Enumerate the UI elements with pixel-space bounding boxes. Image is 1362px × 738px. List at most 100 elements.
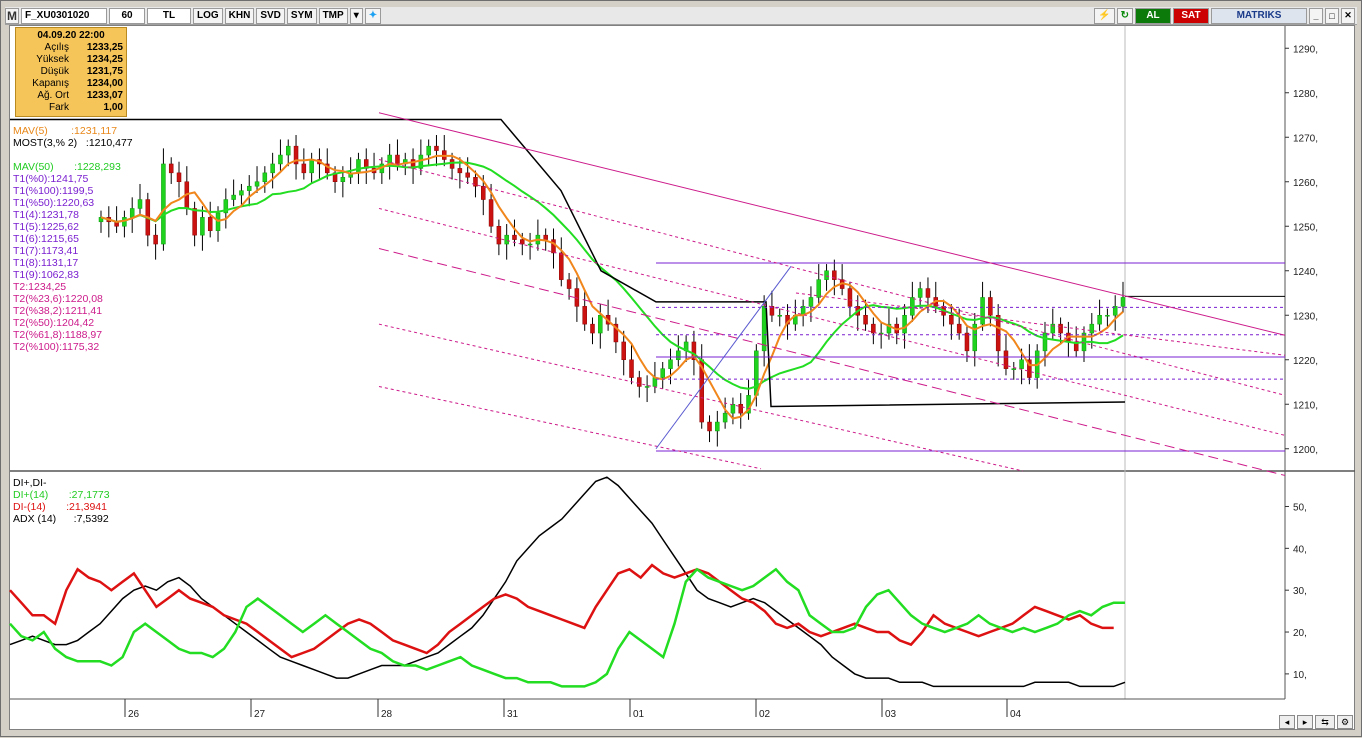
candle <box>465 172 470 178</box>
di-y-tick-label: 40, <box>1293 544 1307 555</box>
candle <box>1073 341 1079 352</box>
maximize-icon[interactable]: □ <box>1325 7 1339 24</box>
tmp-button[interactable]: TMP <box>318 7 348 24</box>
candle <box>1105 315 1110 317</box>
candle <box>668 359 673 369</box>
candle <box>239 190 244 196</box>
symbol-selector[interactable]: F_XU0301020 <box>21 7 107 24</box>
symbol-text: F_XU0301020 <box>25 10 90 21</box>
info-key: Kapanış <box>32 78 69 89</box>
settings-icon[interactable]: ⚙ <box>1337 715 1353 729</box>
svd-button[interactable]: SVD <box>256 7 285 24</box>
x-tick-label: 01 <box>633 709 645 720</box>
most-line <box>10 118 1126 408</box>
candle <box>871 323 876 334</box>
period-selector[interactable]: 60 <box>109 7 145 24</box>
y-tick-label: 1290, <box>1293 44 1318 55</box>
y-tick-label: 1270, <box>1293 133 1318 144</box>
candle <box>1089 323 1095 334</box>
legend-entry: T1(%100):1199,5 <box>13 185 94 197</box>
legend-entry: T2(%38,2):1211,41 <box>13 305 103 317</box>
candle <box>356 159 361 174</box>
candle <box>956 323 962 334</box>
y-tick-label: 1240, <box>1293 267 1318 278</box>
legend-entry: DI+,DI- <box>13 477 47 489</box>
info-key: Yüksek <box>36 54 69 65</box>
ohlc-info-box: 04.09.20 22:00 Açılış 1233,25 Yüksek 1234,2… <box>15 27 127 117</box>
close-icon[interactable]: ✕ <box>1341 7 1355 24</box>
matriks-logo-button[interactable]: M <box>5 7 19 24</box>
candle <box>426 145 431 156</box>
candle <box>598 315 603 334</box>
legend-entry: MAV(5) :1231,117 <box>13 125 118 137</box>
dropdown-icon[interactable]: ▾ <box>349 7 363 24</box>
info-row: Fark 1,00 <box>19 102 123 114</box>
candle <box>629 359 634 378</box>
info-row: Açılış 1233,25 <box>19 42 123 54</box>
currency-selector[interactable]: TL <box>147 7 191 24</box>
info-row: Düşük 1231,75 <box>19 66 123 78</box>
candle <box>457 168 463 174</box>
sell-button[interactable]: SAT <box>1173 7 1209 24</box>
candle <box>761 306 767 352</box>
candle <box>551 239 556 254</box>
refresh-icon[interactable]: ↻ <box>1116 7 1133 24</box>
y-tick-label: 1260, <box>1293 178 1318 189</box>
candle <box>637 377 642 387</box>
minimize-icon[interactable]: _ <box>1309 7 1323 24</box>
candle <box>582 306 587 325</box>
info-value: 1231,75 <box>86 66 123 77</box>
info-value: 1234,25 <box>86 54 123 65</box>
candle <box>496 226 502 245</box>
info-row: Ağ. Ort 1233,07 <box>19 90 123 102</box>
buy-button[interactable]: AL <box>1135 7 1171 24</box>
scroll-left-icon[interactable]: ◂ <box>1279 715 1295 729</box>
candle <box>660 368 665 378</box>
bottom-controls: ◂ ▸ ⇆ ⚙ <box>1277 715 1353 729</box>
di-y-tick-label: 50, <box>1293 502 1307 513</box>
scroll-right-icon[interactable]: ▸ <box>1297 715 1313 729</box>
adx-line <box>9 476 1126 688</box>
candle <box>902 315 907 334</box>
legend-entry: T1(6):1215,65 <box>13 233 79 245</box>
sym-button[interactable]: SYM <box>286 7 317 24</box>
candle <box>777 315 782 317</box>
candle <box>707 421 712 432</box>
x-tick-label: 27 <box>254 709 266 720</box>
info-value: 1,00 <box>103 102 123 113</box>
log-button[interactable]: LOG <box>193 7 223 24</box>
candle <box>964 332 970 352</box>
legend-entry: T1(7):1173,41 <box>13 245 79 257</box>
khn-button[interactable]: KHN <box>224 7 255 24</box>
info-value: 1233,25 <box>86 42 123 53</box>
chart-area[interactable] <box>9 25 1355 730</box>
candle <box>566 279 572 289</box>
trend-channel-line <box>378 207 1286 436</box>
candle <box>1097 315 1102 325</box>
zoom-icon[interactable]: ⇆ <box>1315 715 1335 729</box>
candle <box>137 199 143 209</box>
matriks-brand-dropdown[interactable]: MATRIKS <box>1211 7 1307 24</box>
legend-entry: T1(5):1225,62 <box>13 221 79 233</box>
x-tick-label: 31 <box>507 709 519 720</box>
candle <box>972 323 978 352</box>
legend-entry: T2(%50):1204,42 <box>13 317 95 329</box>
legend-entry: MOST(3,% 2) :1210,477 <box>13 137 133 149</box>
candle <box>1019 359 1024 369</box>
info-row: Yüksek 1234,25 <box>19 54 123 66</box>
trend-channel-line <box>378 159 1286 396</box>
legend-entry: T1(%50):1220,63 <box>13 197 95 209</box>
lightning-icon[interactable]: ⚡ <box>1094 7 1115 24</box>
candle <box>1120 297 1126 307</box>
candle <box>434 145 439 151</box>
candle <box>246 185 252 191</box>
candle <box>293 145 299 165</box>
candle <box>168 163 174 174</box>
candle <box>512 234 517 240</box>
twitter-icon[interactable]: ✦ <box>364 7 382 24</box>
candle <box>730 404 736 414</box>
candle <box>715 421 720 432</box>
di-y-tick-label: 10, <box>1293 670 1307 681</box>
legend-entry: T1(4):1231,78 <box>13 209 79 221</box>
